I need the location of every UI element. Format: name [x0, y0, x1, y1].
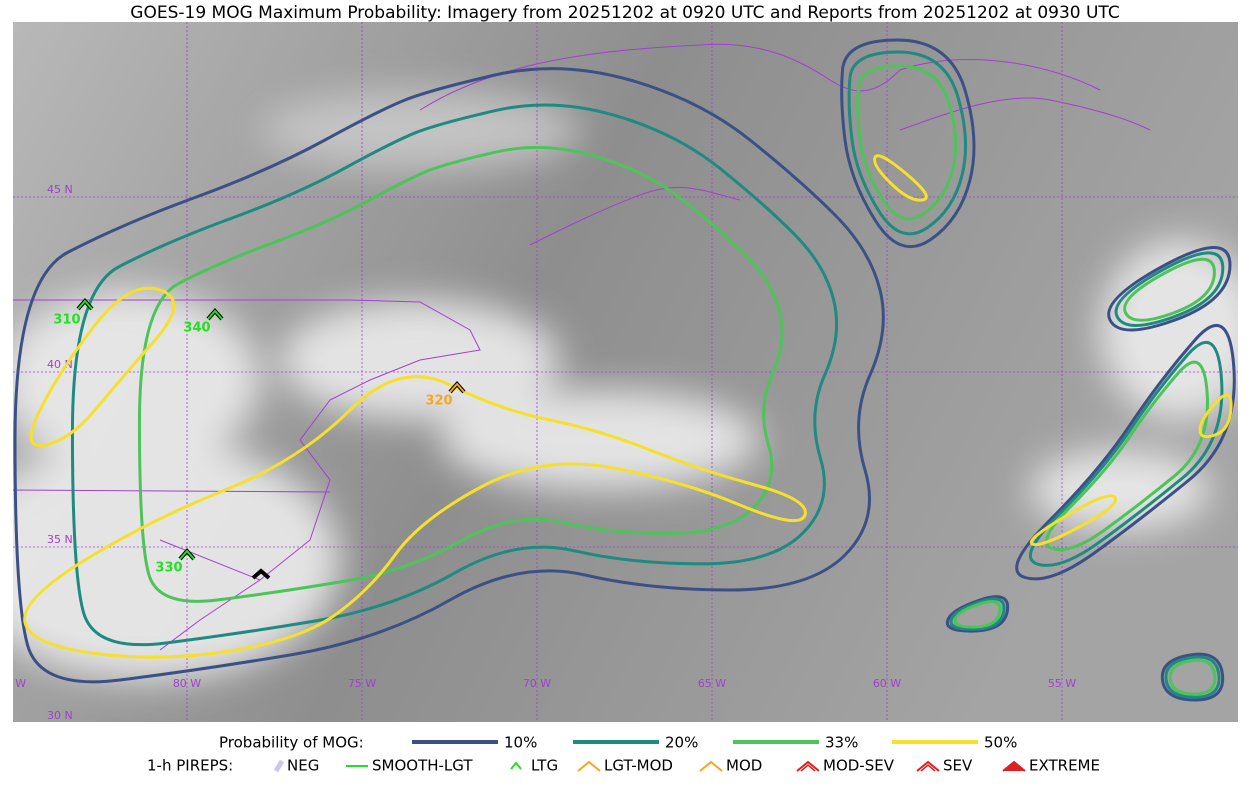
- legend-label: NEG: [287, 757, 319, 775]
- legend-icon: [510, 761, 522, 770]
- contour: [847, 50, 968, 236]
- longitude-label: 75 W: [348, 677, 376, 690]
- report-label: 340: [183, 321, 210, 336]
- report-label: 330: [155, 561, 182, 576]
- legend-label: MOD-SEV: [823, 757, 895, 775]
- coastlines: [13, 43, 1151, 651]
- report-icon: [77, 299, 93, 310]
- legend-label: LGT-MOD: [604, 757, 673, 775]
- legend-icon: [920, 764, 936, 772]
- contour: [1168, 658, 1217, 696]
- latitude-label: 30 N: [47, 709, 73, 722]
- longitude-label: 65 W: [698, 677, 726, 690]
- contour: [873, 154, 928, 202]
- legend-label: MOD: [726, 757, 762, 775]
- contour: [23, 375, 807, 659]
- legend-icon: [273, 759, 285, 773]
- map: 45 N 40 N 35 N 30 N 85 W 80 W 75 W 70 W 65 W 60 W…: [0, 22, 1238, 722]
- contour: [1029, 494, 1117, 547]
- legend-label: 20%: [665, 734, 698, 752]
- probability-contours: [13, 38, 1236, 702]
- legend-label: 10%: [504, 734, 537, 752]
- contour: [137, 146, 784, 603]
- contour: [1028, 341, 1224, 567]
- report-icon: [449, 382, 465, 393]
- contour: [1160, 652, 1225, 702]
- legend-label: LTG: [531, 757, 558, 775]
- contour: [1198, 393, 1233, 439]
- contour: [1015, 324, 1236, 581]
- pirep-reports: 310 340 320 330: [53, 297, 466, 580]
- longitude-label: 80 W: [173, 677, 201, 690]
- report-icon: [179, 549, 195, 560]
- contour: [13, 67, 885, 684]
- latitude-label: 45 N: [47, 183, 73, 196]
- legend-title: Probability of MOG:: [219, 734, 364, 752]
- legend-label: SMOOTH-LGT: [372, 757, 473, 775]
- legend-icon: [1002, 760, 1026, 772]
- legend-icon: [800, 764, 816, 772]
- legend-icon: [699, 760, 723, 772]
- contour: [953, 600, 1002, 629]
- report-label: 310: [53, 313, 80, 328]
- legend-icon: [916, 760, 940, 772]
- contour: [840, 38, 976, 249]
- legend-icon: [796, 760, 820, 772]
- contour: [949, 597, 1006, 631]
- contour: [1114, 251, 1225, 327]
- contour: [945, 595, 1010, 633]
- contour: [70, 103, 839, 647]
- legend-label: EXTREME: [1029, 757, 1100, 775]
- contour: [29, 286, 176, 448]
- contour: [1107, 246, 1232, 332]
- contour: [1045, 360, 1209, 552]
- longitude-label: 70 W: [523, 677, 551, 690]
- report-label: 320: [425, 394, 452, 409]
- latitude-label: 35 N: [47, 533, 73, 546]
- graticule: 45 N 40 N 35 N 30 N 85 W 80 W 75 W 70 W 65 W 60 W…: [0, 22, 1238, 722]
- legend-label: 33%: [825, 734, 858, 752]
- legend: Probability of MOG: 10% 20% 33% 50% 1-h PIREP…: [147, 734, 1100, 775]
- report-icon: [251, 568, 271, 580]
- contour: [856, 64, 958, 221]
- latitude-label: 40 N: [47, 358, 73, 371]
- legend-label: 50%: [984, 734, 1017, 752]
- longitude-label: 55 W: [1048, 677, 1076, 690]
- longitude-label: 60 W: [873, 677, 901, 690]
- legend-label: SEV: [943, 757, 973, 775]
- legend-icon: [577, 760, 601, 772]
- report-icon: [207, 309, 223, 320]
- longitude-label: 85 W: [0, 677, 26, 690]
- title: GOES-19 MOG Maximum Probability: Imagery…: [130, 3, 1119, 23]
- contour: [1164, 655, 1221, 699]
- legend-title: 1-h PIREPS:: [147, 757, 233, 775]
- contour: [1123, 257, 1216, 322]
